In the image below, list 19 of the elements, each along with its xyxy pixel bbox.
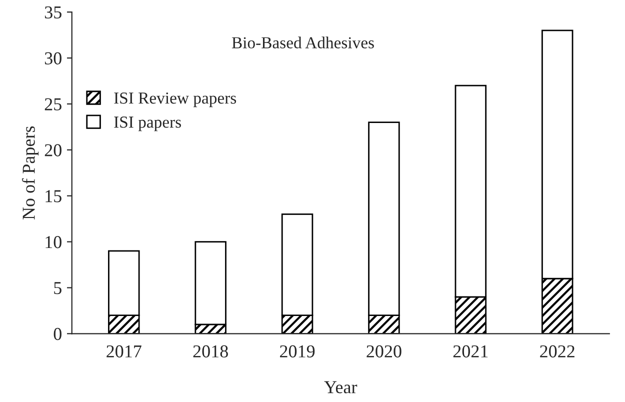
y-tick-label: 10 bbox=[46, 236, 62, 248]
y-tick-label: 15 bbox=[46, 190, 62, 202]
y-tick-label: 30 bbox=[44, 52, 62, 64]
legend-label: ISI Review papers bbox=[114, 92, 236, 108]
x-tick-label: 2022 bbox=[540, 345, 574, 358]
y-tick-label: 25 bbox=[44, 98, 62, 110]
text: Bio-Based Adhesives bbox=[232, 36, 374, 48]
x-axis-title: Year bbox=[324, 381, 358, 394]
x-tick-label: 2020 bbox=[366, 345, 402, 358]
x-tick-label: 2021 bbox=[453, 345, 488, 358]
x-tick-label: 2017 bbox=[106, 345, 142, 358]
x-tick-label: 2018 bbox=[193, 345, 228, 358]
x-tick-label: 2019 bbox=[280, 345, 315, 358]
y-tick-label: 5 bbox=[54, 282, 62, 294]
y-axis-title: No of Papers bbox=[22, 126, 39, 220]
legend-label: ISI papers bbox=[114, 116, 181, 132]
y-tick-label: 35 bbox=[44, 6, 62, 18]
y-tick-label: 0 bbox=[54, 328, 62, 340]
y-tick-label: 20 bbox=[44, 144, 62, 156]
